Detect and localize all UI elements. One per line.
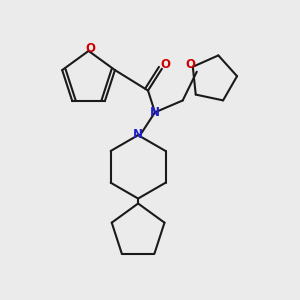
Text: N: N: [133, 128, 143, 141]
Text: O: O: [186, 58, 196, 71]
Text: O: O: [85, 42, 96, 56]
Text: N: N: [150, 106, 160, 119]
Text: O: O: [161, 58, 171, 71]
